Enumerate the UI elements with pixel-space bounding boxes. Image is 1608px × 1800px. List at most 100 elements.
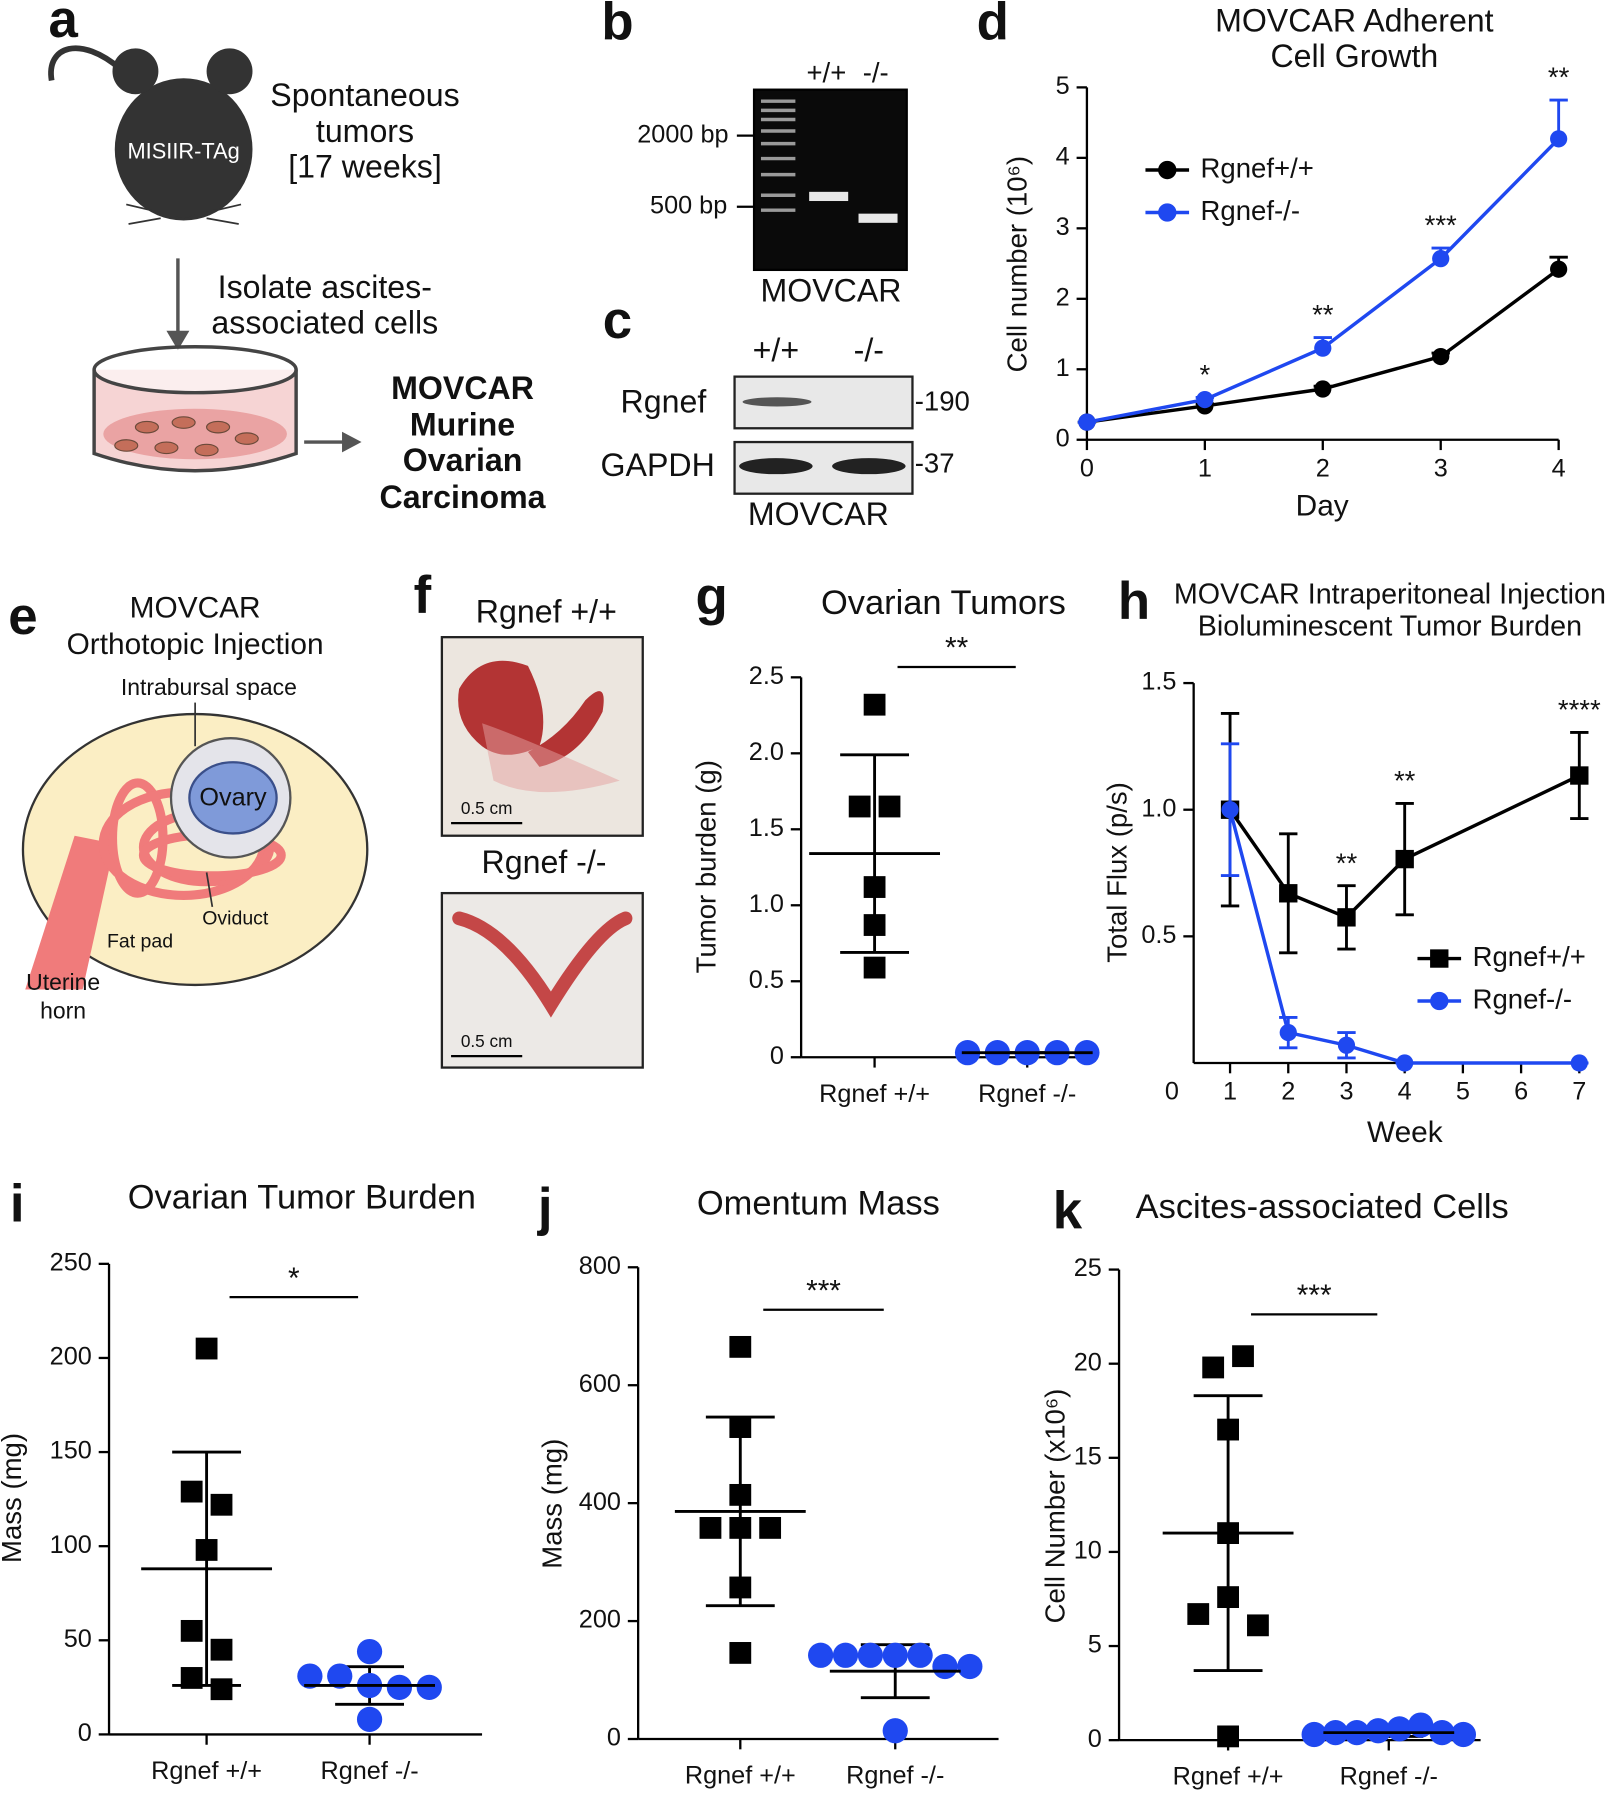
uterus [452,911,633,1018]
panel-letter: g [695,567,727,626]
y-tick-label: 250 [50,1249,92,1277]
significance: ** [1336,847,1358,878]
mouse-head [154,189,213,219]
point [863,876,886,898]
label: associated cells [211,304,438,340]
point [1279,1023,1297,1042]
label: Carcinoma [380,479,547,515]
panel-letter: j [537,1178,553,1237]
y-tick-label: 3 [1056,213,1070,241]
uterine-horn [25,835,115,990]
mouse-ear [112,48,159,95]
y-tick-label: 0 [78,1719,92,1747]
y-tick-label: 5 [1056,72,1070,100]
arrow-head [342,431,362,453]
panel-letter: e [8,587,37,646]
panel-letter: i [10,1175,25,1234]
point [1217,1725,1239,1748]
point [180,1480,203,1503]
legend-label: Rgnef+/+ [1473,941,1586,972]
point [416,1674,442,1700]
label: tumors [316,113,414,149]
chart-title: Omentum Mass [697,1184,940,1222]
x-tick-label: 2 [1281,1077,1295,1105]
ovary [188,761,278,835]
chart-title: Ovarian Tumor Burden [128,1179,476,1217]
gel [752,88,908,272]
label: Intrabursal space [121,674,297,700]
point [729,1642,752,1664]
point [1365,1718,1391,1744]
point [729,1576,752,1599]
panel-letter: a [48,0,78,49]
significance: **** [1558,694,1601,725]
point [878,795,901,818]
mouse-ear [206,48,253,95]
point [1432,250,1450,268]
x-tick-label: 0 [1080,454,1094,482]
x-tick-label: Rgnef -/- [846,1762,944,1790]
blot-band [832,458,906,475]
point [907,1642,933,1668]
y-axis-label: Mass (mg) [537,1439,568,1569]
point [356,1706,383,1732]
legend-label: Rgnef+/+ [1201,152,1314,183]
panel-letter: k [1053,1181,1083,1240]
legend-marker [1158,160,1177,180]
point [1396,1054,1414,1072]
y-tick-label: 600 [579,1370,621,1398]
y-tick-label: 4 [1056,143,1070,171]
label: 0.5 cm [461,798,513,818]
point [957,1653,983,1680]
point [1078,413,1096,431]
point [180,1667,203,1689]
significance: *** [1297,1279,1332,1312]
point [1247,1614,1269,1637]
legend-label: Rgnef-/- [1473,983,1572,1014]
point [356,1638,383,1665]
y-tick-label: 0 [607,1724,621,1752]
y-tick-label: 1 [1056,354,1070,382]
point [1301,1721,1327,1748]
point [1232,1345,1254,1368]
y-tick-label: 200 [50,1343,92,1371]
y-tick-label: 2 [1056,283,1070,311]
point [1314,339,1332,357]
dish-rim [92,345,298,395]
mouse-label: MISIIR-TAg [128,139,240,164]
point [832,1642,859,1668]
label: Murine [410,407,515,443]
chart-title: Cell Growth [1270,38,1438,74]
point [729,1483,752,1506]
x-tick-label: 3 [1434,454,1448,482]
significance: ** [945,632,969,665]
y-tick-label: 0 [1056,424,1070,452]
ladder [760,99,796,212]
label: 500 bp [650,191,727,219]
label: horn [40,998,86,1024]
y-tick-label: 0.5 [749,966,784,994]
pointer [205,872,214,908]
label: MOVCAR [760,272,901,308]
chart-title: Ascites-associated Cells [1136,1188,1509,1226]
point [1570,766,1589,785]
x-tick-label: Rgnef +/+ [685,1762,796,1790]
point [1550,130,1568,148]
panel-letter: c [603,291,632,350]
label: -190 [915,385,970,416]
panel-letter: h [1118,572,1150,631]
y-tick-label: 100 [50,1531,92,1559]
significance: *** [1425,210,1457,241]
point [297,1663,323,1689]
x-axis-label: Week [1367,1116,1443,1149]
point [932,1653,958,1680]
y-tick-label: 0 [1088,1725,1102,1753]
point [1196,390,1214,409]
x-tick-label: 6 [1514,1077,1528,1105]
point [759,1517,782,1539]
significance: * [1199,359,1210,390]
y-tick-label: 1.0 [749,890,784,918]
point [882,1642,908,1668]
